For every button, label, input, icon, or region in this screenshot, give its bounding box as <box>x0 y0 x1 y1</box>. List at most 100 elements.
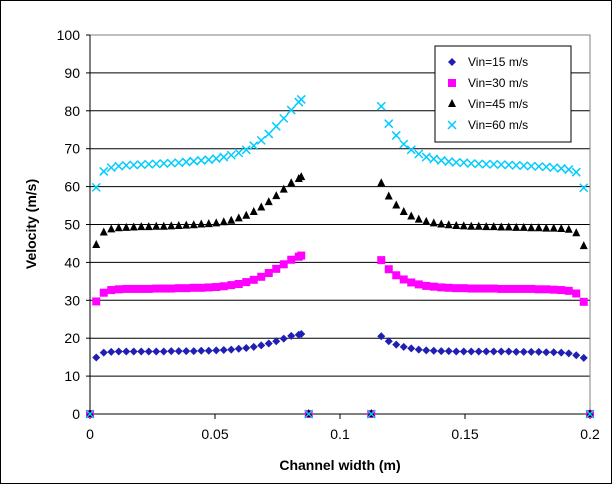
data-point <box>481 159 491 169</box>
data-point <box>92 353 101 362</box>
data-point <box>257 202 266 211</box>
y-tick-label: 70 <box>64 141 80 157</box>
series-4 <box>85 94 595 419</box>
data-point <box>437 283 446 292</box>
data-point <box>137 222 146 231</box>
legend: Vin=15 m/s Vin=30 m/s Vin=45 m/s Vin=60 m/s <box>434 45 572 143</box>
legend-marker <box>447 120 457 130</box>
data-point <box>429 154 439 164</box>
data-point <box>549 348 558 357</box>
data-point <box>572 289 581 298</box>
data-point <box>399 275 408 284</box>
data-point <box>429 346 438 355</box>
data-point <box>444 283 453 292</box>
data-point <box>257 341 266 350</box>
data-point <box>279 184 288 193</box>
data-point <box>114 347 123 356</box>
data-point <box>241 145 251 155</box>
data-point <box>219 282 228 291</box>
data-point <box>304 409 314 419</box>
data-point <box>107 347 116 356</box>
data-point <box>467 347 476 356</box>
data-point <box>279 113 289 123</box>
data-point <box>121 160 131 170</box>
data-point <box>287 178 296 187</box>
data-point <box>287 255 296 264</box>
data-point <box>571 167 581 177</box>
data-point <box>377 332 386 341</box>
data-point <box>399 139 409 149</box>
data-point <box>189 220 198 229</box>
data-point <box>549 223 558 232</box>
data-point <box>467 284 476 293</box>
data-point <box>557 286 566 295</box>
data-point <box>429 218 438 227</box>
y-tick-label: 20 <box>64 330 80 346</box>
data-point <box>377 178 386 187</box>
data-point <box>564 165 574 175</box>
data-point <box>272 264 281 273</box>
data-point <box>99 166 109 176</box>
data-point <box>182 220 191 229</box>
data-point <box>556 163 566 173</box>
data-point <box>512 284 521 293</box>
data-point <box>526 161 536 171</box>
data-point <box>392 271 401 280</box>
data-point <box>122 222 131 231</box>
data-point <box>122 347 131 356</box>
data-point <box>159 221 168 230</box>
data-point <box>249 342 258 351</box>
data-point <box>144 222 153 231</box>
data-point <box>534 347 543 356</box>
data-point <box>527 223 536 232</box>
data-point <box>264 129 274 139</box>
data-point <box>579 183 589 193</box>
legend-marker <box>448 79 456 87</box>
data-point <box>152 221 161 230</box>
data-point <box>399 206 408 215</box>
data-point <box>144 284 153 293</box>
data-point <box>167 284 176 293</box>
data-point <box>159 284 168 293</box>
data-point <box>407 344 416 353</box>
data-point <box>512 222 521 231</box>
data-point <box>159 347 168 356</box>
data-point <box>579 297 588 306</box>
data-point <box>181 157 191 167</box>
data-point <box>451 157 461 167</box>
data-point <box>297 172 306 181</box>
data-point <box>444 220 453 229</box>
data-point <box>182 347 191 356</box>
data-point <box>527 347 536 356</box>
data-point <box>542 348 551 357</box>
data-point <box>541 162 551 172</box>
data-point <box>437 347 446 356</box>
legend-items: Vin=15 m/s Vin=30 m/s Vin=45 m/s Vin=60 m/s <box>447 55 528 132</box>
data-point <box>504 222 513 231</box>
data-point <box>504 347 513 356</box>
data-point <box>585 409 595 419</box>
data-point <box>407 278 416 287</box>
data-point <box>189 283 198 292</box>
data-point <box>256 135 266 145</box>
data-point <box>264 339 273 348</box>
data-point <box>534 285 543 294</box>
data-point <box>136 160 146 170</box>
data-point <box>204 346 213 355</box>
data-point <box>129 160 139 170</box>
data-point <box>166 158 176 168</box>
data-point <box>542 285 551 294</box>
data-point <box>167 221 176 230</box>
data-point <box>264 197 273 206</box>
data-point <box>377 256 386 265</box>
data-point <box>519 284 528 293</box>
data-point <box>212 218 221 227</box>
data-point <box>384 191 393 200</box>
data-point <box>234 213 243 222</box>
data-point <box>519 222 528 231</box>
data-point <box>557 348 566 357</box>
data-point <box>392 200 401 209</box>
data-point <box>242 278 251 287</box>
x-tick-label: 0.05 <box>201 426 228 442</box>
